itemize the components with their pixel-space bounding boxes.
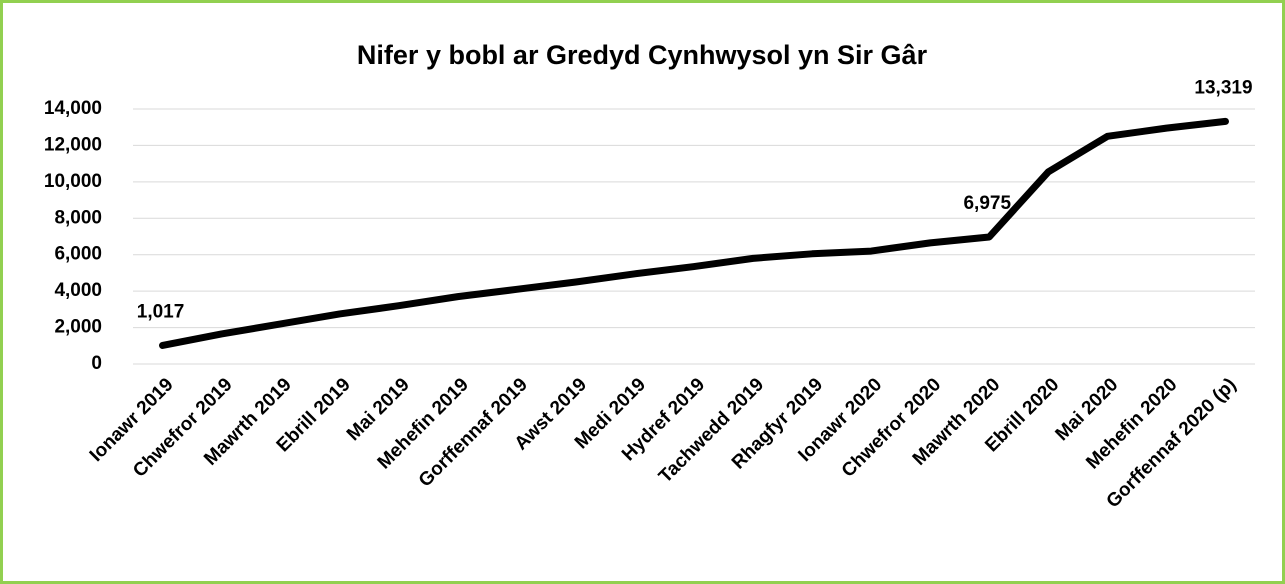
y-tick-label: 4,000	[54, 280, 102, 301]
y-tick-label: 14,000	[44, 98, 102, 119]
y-tick-label: 10,000	[44, 171, 102, 192]
y-tick-label: 0	[91, 353, 102, 374]
y-tick-label: 2,000	[54, 317, 102, 338]
chart-title: Nifer y bobl ar Gredyd Cynhwysol yn Sir …	[357, 40, 928, 70]
data-label: 1,017	[137, 301, 185, 322]
data-label: 6,975	[963, 193, 1011, 214]
y-tick-label: 12,000	[44, 134, 102, 155]
data-line	[159, 117, 1229, 349]
y-tick-label: 6,000	[54, 244, 102, 265]
data-label: 13,319	[1194, 77, 1252, 98]
y-tick-label: 8,000	[54, 207, 102, 228]
